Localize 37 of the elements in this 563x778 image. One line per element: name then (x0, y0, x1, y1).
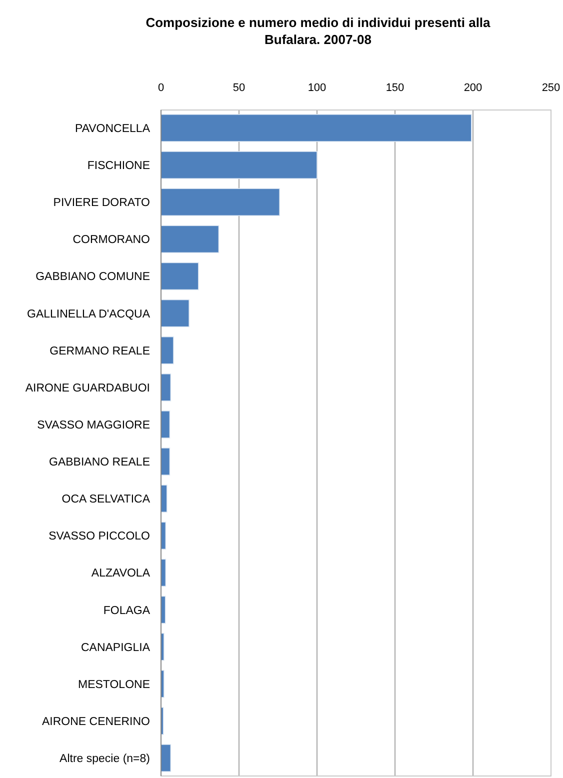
y-tick-label: SVASSO MAGGIORE (37, 419, 150, 432)
y-tick-label: CORMORANO (72, 234, 150, 246)
bar (160, 151, 318, 179)
chart-title: Composizione e numero medio di individui presenti alla Bufalara. 2007-08 (146, 15, 492, 47)
y-tick-label: GABBIANO REALE (49, 456, 150, 469)
bar (160, 188, 280, 216)
y-tick-label: ALZAVOLA (91, 568, 150, 580)
bar (160, 299, 190, 328)
y-tick-label: PAVONCELLA (75, 122, 150, 135)
y-tick-label: GERMANO REALE (50, 345, 150, 358)
x-tick-label: 100 (308, 82, 326, 94)
y-tick-label: CANAPIGLIA (80, 642, 150, 654)
y-tick-label: SVASSO PICCOLO (48, 530, 150, 543)
y-tick-label: Altre specie (n=8) (60, 753, 150, 766)
y-tick-label: FOLAGA (103, 604, 150, 617)
x-tick-label: 250 (542, 82, 560, 94)
x-tick-label: 200 (464, 82, 482, 94)
bar (160, 373, 172, 402)
y-tick-label: AIRONE CENERINO (42, 716, 150, 728)
bar (160, 114, 472, 142)
y-tick-label: GABBIANO COMUNE (36, 271, 150, 284)
y-tick-label: AIRONE GUARDABUOI (25, 382, 150, 394)
bar (160, 484, 168, 513)
bar (160, 225, 220, 254)
y-tick-label: PIVIERE DORATO (53, 197, 150, 210)
bar (160, 262, 199, 290)
x-tick-label: 50 (232, 82, 246, 94)
bar (160, 336, 174, 364)
bar (160, 410, 170, 438)
x-tick-label: 0 (158, 82, 164, 94)
y-tick-label: FISCHIONE (87, 160, 150, 172)
x-tick-label: 150 (386, 82, 404, 94)
y-tick-label: MESTOLONE (78, 678, 150, 691)
bar (160, 744, 172, 772)
bar (160, 448, 170, 476)
y-tick-label: OCA SELVATICA (62, 494, 150, 506)
y-tick-label: GALLINELLA D'ACQUA (27, 308, 150, 320)
